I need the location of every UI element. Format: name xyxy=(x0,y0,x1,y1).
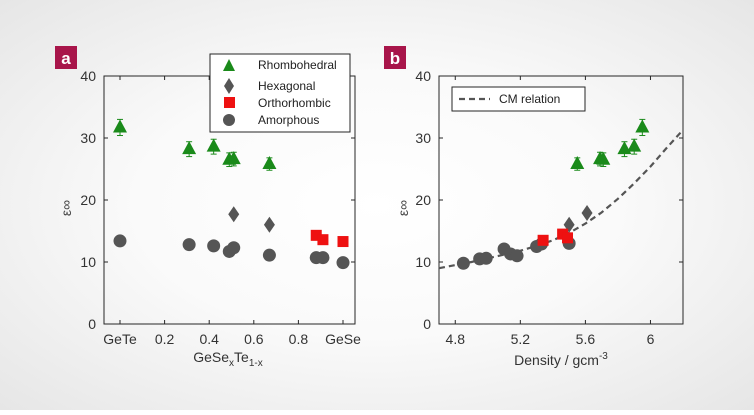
cm-relation-curve xyxy=(438,129,684,270)
hexagonal-point xyxy=(581,205,593,222)
y-tick-label: 40 xyxy=(80,68,96,84)
panel-a-label: a xyxy=(61,49,71,68)
rhombohedral-point xyxy=(206,138,221,152)
rhombohedral-point xyxy=(226,151,241,165)
amorphous-point xyxy=(182,238,196,252)
x-tick-label: 0.8 xyxy=(289,331,309,347)
y-tick-label: 20 xyxy=(80,192,96,208)
panel-a-y-label: ε∞ xyxy=(58,200,74,216)
legend-entry-rhombohedral: Rhombohedral xyxy=(258,58,337,72)
amorphous-point xyxy=(510,249,524,263)
orthorhombic-point xyxy=(310,229,322,241)
panel-a-x-label-sub2: 1-x xyxy=(249,358,263,369)
rhombohedral-point xyxy=(113,119,127,133)
x-tick-label: 4.8 xyxy=(446,331,466,347)
panel-a-legend: Rhombohedral Hexagonal Orthorhombic Amor… xyxy=(209,53,351,133)
panel-b-axes-box xyxy=(438,75,684,325)
legend-entry-cm-relation: CM relation xyxy=(499,92,560,106)
legend-square-icon xyxy=(224,97,235,108)
panel-b: b ε∞ 0 10 20 30 40 4.8 5.2 5.6 6 Density / gcm-3… xyxy=(384,46,684,368)
panel-b-x-label: Density / gcm-3 xyxy=(514,351,608,368)
panel-a-ticks: 0 10 20 30 40 GeTe 0.2 0.4 0.6 0.8 GeSe xyxy=(80,68,361,347)
panel-a-x-label-base: GeSe xyxy=(193,349,229,365)
x-tick-label: 0.4 xyxy=(199,331,219,347)
legend-entry-hexagonal: Hexagonal xyxy=(258,79,315,93)
rhombohedral-point xyxy=(262,156,277,170)
rhombohedral-point xyxy=(627,138,642,152)
y-tick-label: 30 xyxy=(80,130,96,146)
amorphous-point xyxy=(207,239,221,253)
hexagonal-point xyxy=(263,216,275,233)
legend-entry-orthorhombic: Orthorhombic xyxy=(258,96,331,110)
panel-b-data xyxy=(438,118,684,270)
panel-b-y-label-symbol: ε∞ xyxy=(395,200,411,216)
x-tick-label: GeSe xyxy=(325,331,361,347)
y-tick-label: 10 xyxy=(80,254,96,270)
panel-a-y-label-symbol: ε∞ xyxy=(58,200,74,216)
orthorhombic-point xyxy=(562,232,574,244)
y-tick-label: 0 xyxy=(88,316,96,332)
rhombohedral-point xyxy=(596,151,611,165)
y-tick-label: 20 xyxy=(415,192,431,208)
orthorhombic-point xyxy=(337,236,349,248)
panel-b-x-label-base: Density / gcm xyxy=(514,352,599,368)
panel-b-ticks: 0 10 20 30 40 4.8 5.2 5.6 6 xyxy=(415,68,683,347)
panel-a-x-label-sub1: x xyxy=(229,358,234,369)
panel-b-legend: CM relation xyxy=(451,86,586,112)
rhombohedral-point xyxy=(570,156,585,170)
panel-b-y-label: ε∞ xyxy=(395,200,411,216)
legend-entry-amorphous: Amorphous xyxy=(258,113,319,127)
amorphous-point xyxy=(479,251,493,265)
panel-a-label-box xyxy=(55,46,77,69)
y-tick-label: 30 xyxy=(415,130,431,146)
amorphous-point xyxy=(262,248,276,262)
panel-b-label-box xyxy=(384,46,406,69)
rhombohedral-point xyxy=(635,119,650,133)
amorphous-point xyxy=(316,251,330,265)
panel-b-label: b xyxy=(390,49,400,68)
x-tick-label: GeTe xyxy=(103,331,137,347)
panel-b-x-label-sup: -3 xyxy=(599,351,608,362)
x-tick-label: 5.2 xyxy=(511,331,531,347)
panel-a-x-label-mid: Te xyxy=(234,349,249,365)
legend-circle-icon xyxy=(223,114,235,126)
rhombohedral-point xyxy=(617,141,632,155)
x-tick-label: 0.2 xyxy=(155,331,175,347)
y-tick-label: 10 xyxy=(415,254,431,270)
orthorhombic-point xyxy=(317,234,329,246)
y-tick-label: 40 xyxy=(415,68,431,84)
legend-diamond-icon xyxy=(224,78,234,94)
legend-triangle-icon xyxy=(223,59,235,71)
amorphous-point xyxy=(113,234,127,248)
amorphous-point xyxy=(336,256,350,270)
panel-a-x-label: GeSexTe1-x xyxy=(193,349,263,369)
amorphous-point xyxy=(227,241,241,255)
x-tick-label: 0.6 xyxy=(244,331,264,347)
orthorhombic-point xyxy=(537,234,549,246)
rhombohedral-point xyxy=(182,141,197,155)
x-tick-label: 5.6 xyxy=(576,331,596,347)
amorphous-point xyxy=(456,256,470,270)
x-tick-label: 6 xyxy=(647,331,655,347)
panel-a-data xyxy=(113,118,350,270)
y-tick-label: 0 xyxy=(423,316,431,332)
hexagonal-point xyxy=(228,206,240,223)
